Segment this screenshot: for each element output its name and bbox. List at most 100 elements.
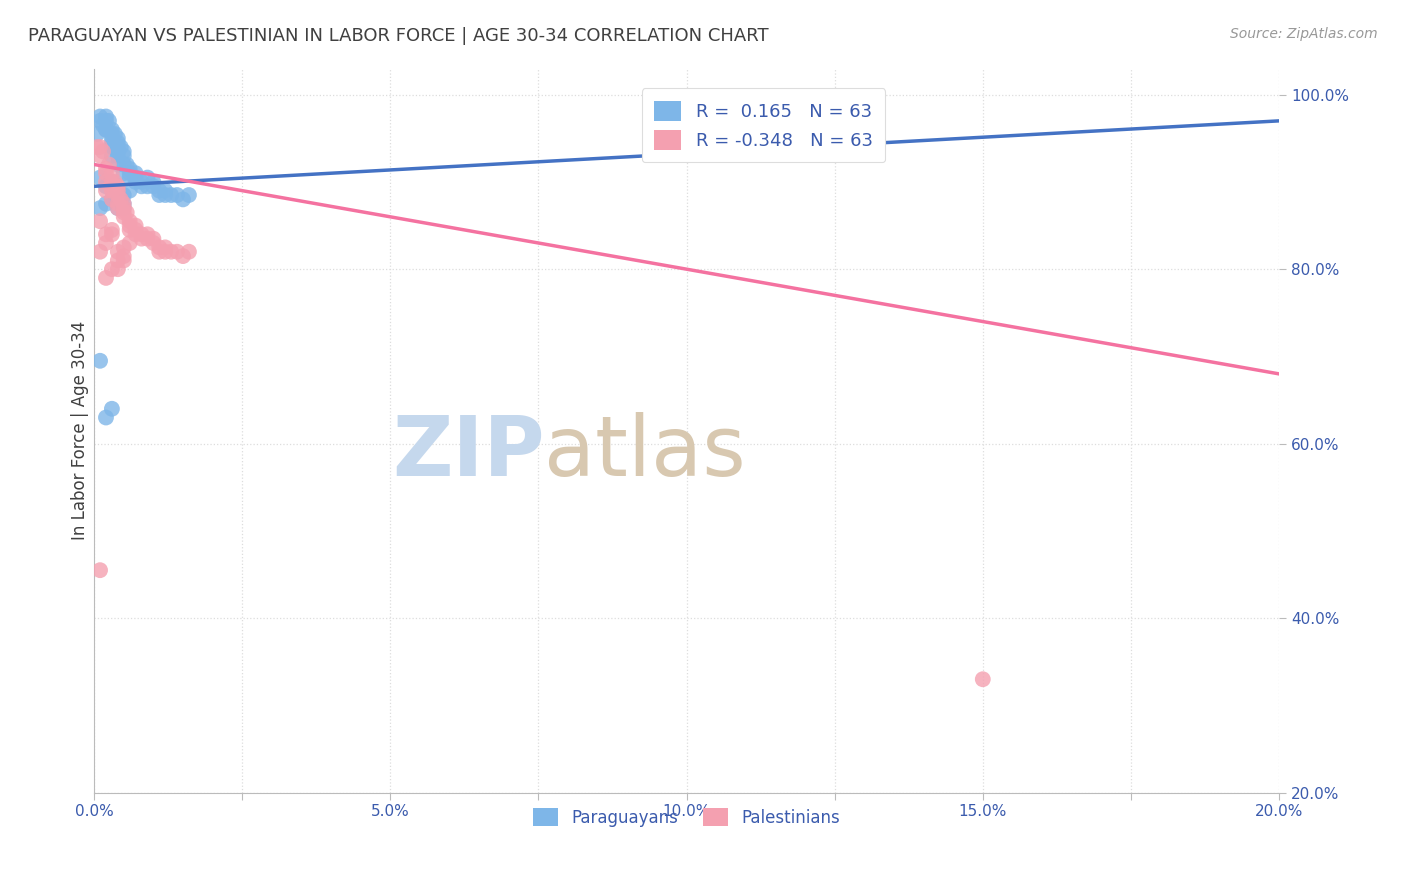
Point: [89, 244, 111, 259]
Point: [112, 240, 135, 254]
Point: [89, 149, 111, 163]
Point: [94, 166, 117, 180]
Point: [160, 244, 183, 259]
Point: [148, 244, 170, 259]
Text: atlas: atlas: [544, 412, 747, 492]
Point: [148, 188, 170, 202]
Point: [172, 193, 194, 207]
Point: [107, 201, 129, 215]
Point: [104, 127, 127, 141]
Point: [94, 114, 117, 128]
Point: [142, 179, 165, 194]
Text: Source: ZipAtlas.com: Source: ZipAtlas.com: [1230, 27, 1378, 41]
Point: [148, 240, 170, 254]
Point: [177, 188, 200, 202]
Point: [94, 175, 117, 189]
Point: [94, 122, 117, 136]
Point: [89, 563, 111, 577]
Point: [107, 149, 129, 163]
Point: [107, 244, 129, 259]
Point: [97, 157, 120, 171]
Point: [94, 196, 117, 211]
Point: [112, 196, 135, 211]
Point: [107, 145, 129, 159]
Point: [89, 201, 111, 215]
Point: [166, 188, 188, 202]
Point: [94, 227, 117, 242]
Y-axis label: In Labor Force | Age 30-34: In Labor Force | Age 30-34: [72, 321, 89, 541]
Point: [112, 145, 135, 159]
Point: [94, 179, 117, 194]
Point: [142, 175, 165, 189]
Point: [107, 136, 129, 150]
Point: [148, 184, 170, 198]
Point: [94, 161, 117, 176]
Point: [101, 140, 124, 154]
Text: ZIP: ZIP: [392, 412, 544, 492]
Point: [101, 131, 124, 145]
Point: [124, 170, 146, 185]
Point: [172, 249, 194, 263]
Point: [115, 157, 138, 171]
Point: [131, 179, 153, 194]
Legend: Paraguayans, Palestinians: Paraguayans, Palestinians: [524, 799, 849, 835]
Point: [89, 214, 111, 228]
Point: [112, 249, 135, 263]
Point: [107, 188, 129, 202]
Point: [124, 175, 146, 189]
Point: [112, 205, 135, 219]
Point: [112, 149, 135, 163]
Point: [118, 223, 141, 237]
Point: [110, 140, 132, 154]
Point: [112, 210, 135, 224]
Point: [91, 118, 114, 132]
Point: [101, 184, 124, 198]
Point: [101, 166, 124, 180]
Point: [166, 244, 188, 259]
Point: [124, 223, 146, 237]
Text: PARAGUAYAN VS PALESTINIAN IN LABOR FORCE | AGE 30-34 CORRELATION CHART: PARAGUAYAN VS PALESTINIAN IN LABOR FORCE…: [28, 27, 769, 45]
Point: [101, 136, 124, 150]
Point: [155, 184, 177, 198]
Point: [101, 193, 124, 207]
Point: [972, 672, 994, 686]
Point: [115, 205, 138, 219]
Point: [155, 244, 177, 259]
Point: [112, 196, 135, 211]
Point: [112, 201, 135, 215]
Point: [124, 227, 146, 242]
Point: [107, 253, 129, 268]
Point: [101, 175, 124, 189]
Point: [136, 170, 159, 185]
Point: [136, 232, 159, 246]
Point: [101, 149, 124, 163]
Point: [101, 223, 124, 237]
Point: [94, 184, 117, 198]
Point: [101, 401, 124, 416]
Point: [124, 219, 146, 233]
Point: [112, 157, 135, 171]
Point: [112, 166, 135, 180]
Point: [104, 175, 127, 189]
Point: [101, 193, 124, 207]
Point: [118, 161, 141, 176]
Point: [136, 179, 159, 194]
Point: [131, 227, 153, 242]
Point: [118, 235, 141, 250]
Point: [107, 140, 129, 154]
Point: [89, 140, 111, 154]
Point: [112, 201, 135, 215]
Point: [112, 188, 135, 202]
Point: [124, 166, 146, 180]
Point: [89, 110, 111, 124]
Point: [107, 201, 129, 215]
Point: [118, 219, 141, 233]
Point: [107, 262, 129, 277]
Point: [107, 131, 129, 145]
Point: [89, 170, 111, 185]
Point: [155, 188, 177, 202]
Point: [110, 193, 132, 207]
Point: [86, 140, 108, 154]
Point: [101, 179, 124, 194]
Point: [107, 193, 129, 207]
